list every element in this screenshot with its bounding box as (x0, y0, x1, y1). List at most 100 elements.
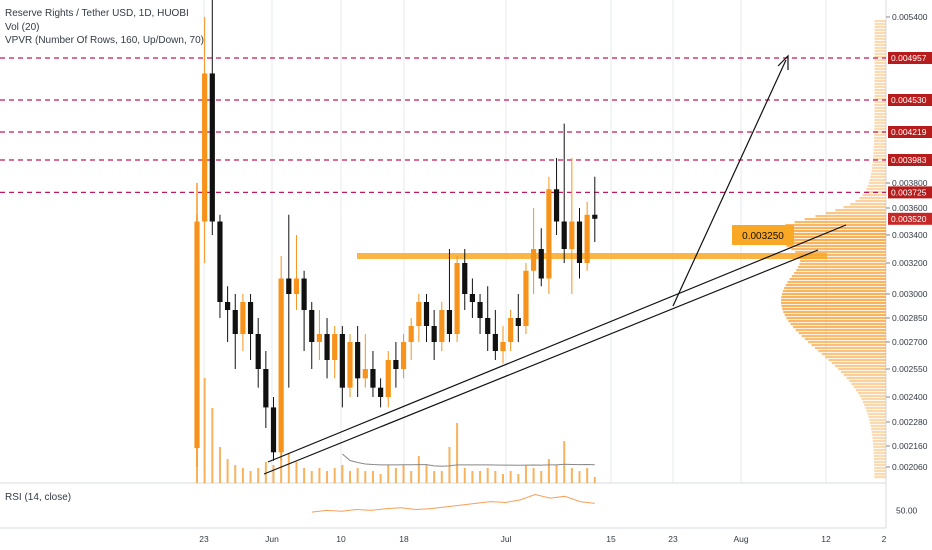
candle-body (393, 360, 399, 369)
volume-bar (211, 408, 214, 483)
volume-bar (471, 471, 474, 483)
candle-body (523, 270, 529, 326)
price-tag-badge (888, 212, 932, 225)
volume-bar (402, 465, 405, 483)
vpvr-row (871, 170, 886, 173)
candle-body (508, 318, 514, 342)
volume-bar (349, 471, 351, 483)
vpvr-row (857, 392, 886, 395)
price-tick-label: 0.002400 (892, 392, 928, 402)
vpvr-row (874, 95, 886, 98)
vpvr-row (874, 464, 886, 467)
vpvr-row (873, 140, 886, 143)
price-tag-label: 0.004530 (891, 95, 927, 105)
candle-body (439, 310, 445, 342)
vpvr-row (828, 359, 886, 362)
vpvr-row (873, 443, 886, 446)
candle-body (416, 302, 422, 326)
candle-body (423, 302, 430, 326)
vpvr-row (866, 410, 886, 413)
candle-body (301, 278, 307, 310)
vpvr-row (873, 152, 886, 155)
vpvr-row (874, 80, 886, 83)
vpvr-row (865, 407, 886, 410)
vpvr-row (799, 263, 886, 266)
chart-title: Reserve Rights / Tether USD, 1D, HUOBI (5, 8, 189, 19)
vpvr-row (874, 119, 886, 122)
candle-body (492, 334, 498, 351)
volume-bar (494, 471, 497, 483)
vpvr-row (862, 401, 886, 404)
vpvr-row (793, 326, 886, 329)
time-axis[interactable]: 23 Jun 10 18 Jul 15 23 Aug 12 2 (199, 534, 886, 544)
vpvr-row (811, 344, 886, 347)
vpvr-row (874, 23, 886, 26)
candle-body (293, 278, 300, 294)
vpvr-row (778, 227, 886, 230)
candle-body (263, 369, 269, 408)
vpvr-row (781, 305, 886, 308)
candle-body (202, 73, 208, 222)
vpvr-row (874, 71, 886, 74)
vpvr-row (874, 86, 886, 89)
vpvr-row (795, 251, 886, 254)
candle-body (240, 302, 246, 334)
resistance-lines (0, 57, 886, 193)
time-tick-label: Jun (265, 534, 279, 544)
volume-bar (341, 465, 344, 483)
candle-body (408, 326, 414, 342)
vpvr-row (874, 110, 886, 113)
vpvr-row (873, 146, 886, 149)
vpvr-row (871, 431, 886, 434)
arrow-head (777, 54, 789, 70)
price-tag-label: 0.004957 (891, 53, 927, 63)
vpvr-row (874, 92, 886, 95)
vpvr-row (874, 32, 886, 35)
rsi-pane (311, 494, 595, 513)
trendline-lower (263, 249, 819, 475)
vpvr-row (874, 461, 886, 464)
vpvr-row (804, 218, 886, 221)
support-label-box (732, 225, 794, 245)
candle-body (232, 310, 238, 334)
candle-body (469, 294, 475, 302)
volume-bar (448, 447, 451, 483)
price-axis[interactable]: 0.005400 0.003800 0.003600 0.003400 0.003200… (886, 12, 932, 515)
price-tag-label: 0.003520 (891, 214, 927, 224)
volume-bar (517, 474, 520, 483)
vpvr-row (838, 368, 886, 371)
candle-body (485, 318, 491, 334)
rsi-legend: RSI (14, close) (5, 492, 72, 503)
vpvr-row (867, 185, 886, 188)
vpvr-row (874, 56, 886, 59)
volume-bar (425, 465, 428, 483)
vpvr-row (874, 98, 886, 101)
volume-bars (196, 183, 596, 483)
candle-body (217, 221, 223, 302)
volume-bar (578, 471, 581, 483)
vpvr-row (874, 128, 886, 131)
vpvr-row (855, 200, 886, 203)
vpvr-row (872, 158, 886, 161)
vpvr-row (784, 314, 886, 317)
vpvr-row (871, 173, 886, 176)
vpvr-row (851, 383, 886, 386)
candle-body (576, 221, 583, 263)
volume-bar (371, 471, 374, 483)
support-label: 0.003250 (742, 231, 784, 242)
vpvr-row (782, 308, 886, 311)
volume-bar (234, 465, 237, 483)
volume-ma-line (342, 453, 595, 467)
volume-bar (486, 468, 489, 483)
volume-bar (249, 471, 252, 483)
price-tick-label: 0.003000 (892, 289, 928, 299)
volume-bar (218, 447, 221, 483)
candle-body (561, 221, 567, 249)
vpvr-row (874, 83, 886, 86)
vpvr-row (869, 179, 886, 182)
candle-body (286, 278, 292, 294)
vpvr-row (873, 155, 886, 158)
time-tick-label: 18 (399, 534, 409, 544)
vpvr-row (796, 269, 886, 272)
